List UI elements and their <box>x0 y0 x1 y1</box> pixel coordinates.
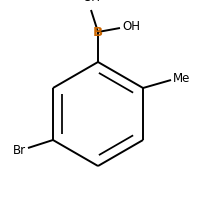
Text: B: B <box>92 25 103 38</box>
Text: Br: Br <box>13 144 26 157</box>
Text: OH: OH <box>82 0 100 4</box>
Text: Me: Me <box>172 71 190 84</box>
Text: OH: OH <box>121 19 139 33</box>
